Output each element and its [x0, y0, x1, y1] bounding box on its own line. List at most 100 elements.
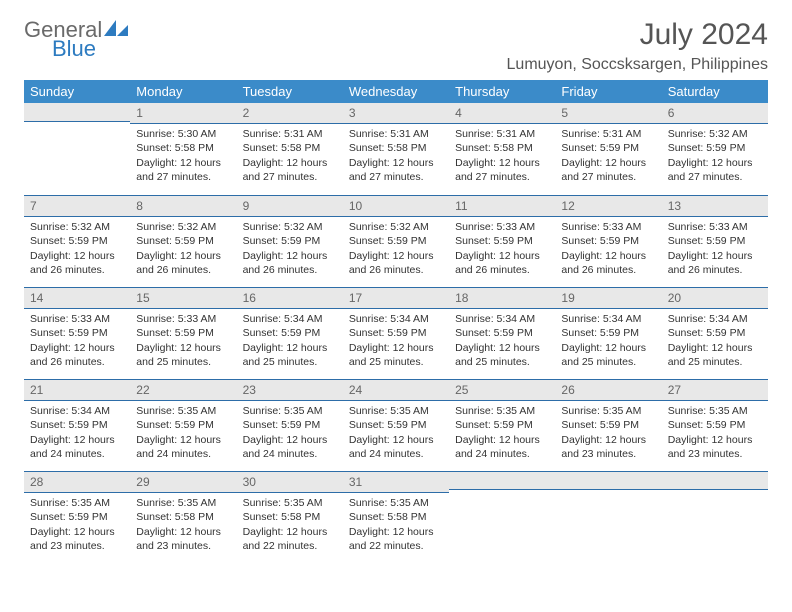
sunset-text: Sunset: 5:58 PM	[349, 141, 443, 155]
sunset-text: Sunset: 5:59 PM	[243, 418, 337, 432]
calendar-cell: 1Sunrise: 5:30 AMSunset: 5:58 PMDaylight…	[130, 103, 236, 195]
day-details: Sunrise: 5:33 AMSunset: 5:59 PMDaylight:…	[449, 217, 555, 283]
sunset-text: Sunset: 5:59 PM	[668, 326, 762, 340]
calendar-cell: 25Sunrise: 5:35 AMSunset: 5:59 PMDayligh…	[449, 379, 555, 471]
calendar-cell: 11Sunrise: 5:33 AMSunset: 5:59 PMDayligh…	[449, 195, 555, 287]
daylight-text: Daylight: 12 hours and 27 minutes.	[349, 156, 443, 184]
day-details: Sunrise: 5:34 AMSunset: 5:59 PMDaylight:…	[343, 309, 449, 375]
sunset-text: Sunset: 5:58 PM	[243, 141, 337, 155]
day-number: 7	[24, 195, 130, 217]
sunrise-text: Sunrise: 5:34 AM	[30, 404, 124, 418]
calendar-cell	[555, 471, 661, 563]
calendar-cell: 14Sunrise: 5:33 AMSunset: 5:59 PMDayligh…	[24, 287, 130, 379]
calendar-cell: 4Sunrise: 5:31 AMSunset: 5:58 PMDaylight…	[449, 103, 555, 195]
day-details: Sunrise: 5:32 AMSunset: 5:59 PMDaylight:…	[237, 217, 343, 283]
day-details: Sunrise: 5:31 AMSunset: 5:58 PMDaylight:…	[237, 124, 343, 190]
daylight-text: Daylight: 12 hours and 25 minutes.	[455, 341, 549, 369]
day-number-empty	[449, 471, 555, 490]
sunset-text: Sunset: 5:59 PM	[668, 418, 762, 432]
day-details: Sunrise: 5:32 AMSunset: 5:59 PMDaylight:…	[343, 217, 449, 283]
calendar-cell: 2Sunrise: 5:31 AMSunset: 5:58 PMDaylight…	[237, 103, 343, 195]
sunrise-text: Sunrise: 5:31 AM	[243, 127, 337, 141]
day-number: 29	[130, 471, 236, 493]
daylight-text: Daylight: 12 hours and 25 minutes.	[349, 341, 443, 369]
day-details: Sunrise: 5:30 AMSunset: 5:58 PMDaylight:…	[130, 124, 236, 190]
calendar-cell: 31Sunrise: 5:35 AMSunset: 5:58 PMDayligh…	[343, 471, 449, 563]
sunset-text: Sunset: 5:59 PM	[668, 234, 762, 248]
calendar-cell: 27Sunrise: 5:35 AMSunset: 5:59 PMDayligh…	[662, 379, 768, 471]
sunset-text: Sunset: 5:59 PM	[243, 234, 337, 248]
calendar-cell: 24Sunrise: 5:35 AMSunset: 5:59 PMDayligh…	[343, 379, 449, 471]
calendar-cell: 3Sunrise: 5:31 AMSunset: 5:58 PMDaylight…	[343, 103, 449, 195]
day-details: Sunrise: 5:35 AMSunset: 5:59 PMDaylight:…	[24, 493, 130, 559]
sunrise-text: Sunrise: 5:34 AM	[668, 312, 762, 326]
day-number: 25	[449, 379, 555, 401]
sunrise-text: Sunrise: 5:32 AM	[136, 220, 230, 234]
day-details: Sunrise: 5:35 AMSunset: 5:58 PMDaylight:…	[343, 493, 449, 559]
sunrise-text: Sunrise: 5:35 AM	[30, 496, 124, 510]
day-details: Sunrise: 5:34 AMSunset: 5:59 PMDaylight:…	[555, 309, 661, 375]
daylight-text: Daylight: 12 hours and 26 minutes.	[668, 249, 762, 277]
calendar-cell: 17Sunrise: 5:34 AMSunset: 5:59 PMDayligh…	[343, 287, 449, 379]
day-number: 24	[343, 379, 449, 401]
day-number: 8	[130, 195, 236, 217]
day-details: Sunrise: 5:35 AMSunset: 5:58 PMDaylight:…	[237, 493, 343, 559]
day-number: 11	[449, 195, 555, 217]
calendar-cell: 5Sunrise: 5:31 AMSunset: 5:59 PMDaylight…	[555, 103, 661, 195]
day-number: 13	[662, 195, 768, 217]
weekday-header: Monday	[130, 80, 236, 103]
sunrise-text: Sunrise: 5:31 AM	[561, 127, 655, 141]
day-details: Sunrise: 5:35 AMSunset: 5:59 PMDaylight:…	[555, 401, 661, 467]
sunset-text: Sunset: 5:59 PM	[455, 418, 549, 432]
sunrise-text: Sunrise: 5:35 AM	[243, 496, 337, 510]
calendar-row: 14Sunrise: 5:33 AMSunset: 5:59 PMDayligh…	[24, 287, 768, 379]
calendar-cell: 20Sunrise: 5:34 AMSunset: 5:59 PMDayligh…	[662, 287, 768, 379]
day-number: 21	[24, 379, 130, 401]
sunrise-text: Sunrise: 5:35 AM	[349, 404, 443, 418]
day-number: 10	[343, 195, 449, 217]
brand-part2: Blue	[52, 38, 130, 60]
day-details: Sunrise: 5:35 AMSunset: 5:59 PMDaylight:…	[662, 401, 768, 467]
daylight-text: Daylight: 12 hours and 22 minutes.	[349, 525, 443, 553]
daylight-text: Daylight: 12 hours and 24 minutes.	[136, 433, 230, 461]
sunset-text: Sunset: 5:58 PM	[136, 510, 230, 524]
calendar-cell	[449, 471, 555, 563]
weekday-header: Saturday	[662, 80, 768, 103]
day-number: 12	[555, 195, 661, 217]
day-details: Sunrise: 5:31 AMSunset: 5:58 PMDaylight:…	[343, 124, 449, 190]
sunrise-text: Sunrise: 5:30 AM	[136, 127, 230, 141]
sunset-text: Sunset: 5:59 PM	[455, 234, 549, 248]
day-number: 22	[130, 379, 236, 401]
daylight-text: Daylight: 12 hours and 26 minutes.	[136, 249, 230, 277]
calendar-cell: 6Sunrise: 5:32 AMSunset: 5:59 PMDaylight…	[662, 103, 768, 195]
daylight-text: Daylight: 12 hours and 25 minutes.	[136, 341, 230, 369]
page-header: General Blue July 2024 Lumuyon, Soccsksa…	[24, 18, 768, 74]
brand-logo: General Blue	[24, 18, 130, 60]
calendar-cell: 7Sunrise: 5:32 AMSunset: 5:59 PMDaylight…	[24, 195, 130, 287]
sunset-text: Sunset: 5:59 PM	[136, 234, 230, 248]
calendar-cell	[24, 103, 130, 195]
daylight-text: Daylight: 12 hours and 25 minutes.	[561, 341, 655, 369]
sunset-text: Sunset: 5:59 PM	[455, 326, 549, 340]
weekday-header: Friday	[555, 80, 661, 103]
calendar-cell: 23Sunrise: 5:35 AMSunset: 5:59 PMDayligh…	[237, 379, 343, 471]
weekday-header: Wednesday	[343, 80, 449, 103]
calendar-cell: 30Sunrise: 5:35 AMSunset: 5:58 PMDayligh…	[237, 471, 343, 563]
day-details: Sunrise: 5:34 AMSunset: 5:59 PMDaylight:…	[237, 309, 343, 375]
daylight-text: Daylight: 12 hours and 23 minutes.	[668, 433, 762, 461]
sunrise-text: Sunrise: 5:35 AM	[243, 404, 337, 418]
sunset-text: Sunset: 5:59 PM	[30, 418, 124, 432]
day-number: 5	[555, 103, 661, 124]
weekday-header: Sunday	[24, 80, 130, 103]
day-number: 20	[662, 287, 768, 309]
sunrise-text: Sunrise: 5:34 AM	[349, 312, 443, 326]
sunset-text: Sunset: 5:59 PM	[349, 326, 443, 340]
daylight-text: Daylight: 12 hours and 24 minutes.	[243, 433, 337, 461]
sunset-text: Sunset: 5:58 PM	[349, 510, 443, 524]
daylight-text: Daylight: 12 hours and 25 minutes.	[243, 341, 337, 369]
sunset-text: Sunset: 5:59 PM	[136, 326, 230, 340]
sunrise-text: Sunrise: 5:35 AM	[668, 404, 762, 418]
day-number: 15	[130, 287, 236, 309]
day-details: Sunrise: 5:35 AMSunset: 5:59 PMDaylight:…	[449, 401, 555, 467]
calendar-cell	[662, 471, 768, 563]
